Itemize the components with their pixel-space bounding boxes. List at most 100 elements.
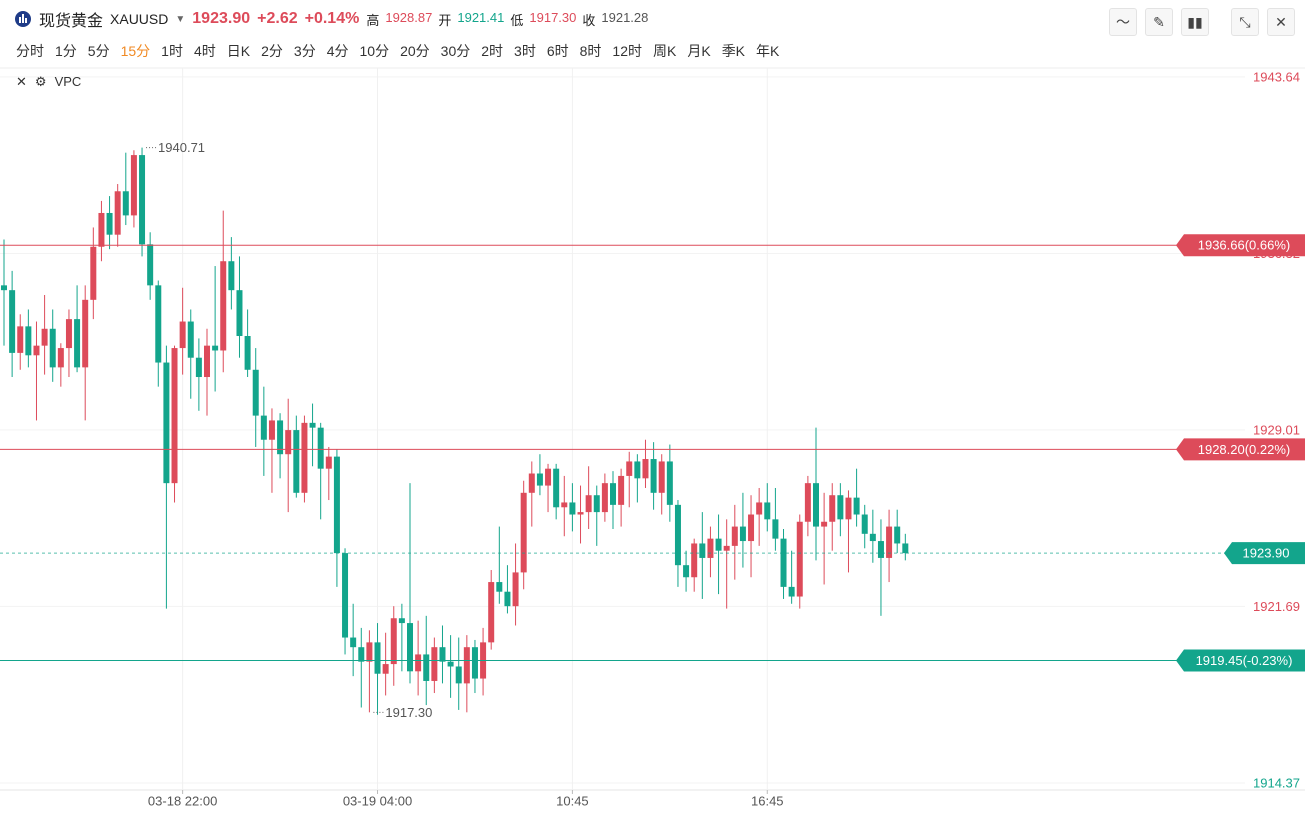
price: 1923.90 <box>192 10 251 27</box>
candle-body <box>658 461 665 493</box>
candle-body <box>82 299 89 368</box>
y-tick-label: 1914.37 <box>1253 775 1300 790</box>
period-tab[interactable]: 1时 <box>161 43 183 59</box>
candle-body <box>212 345 219 351</box>
symbol-icon <box>15 11 31 27</box>
period-tab[interactable]: 日K <box>226 43 251 59</box>
candle-body <box>342 553 349 638</box>
candle-body <box>366 642 373 662</box>
candle-body <box>585 495 592 513</box>
candle-body <box>845 497 852 520</box>
candle-body <box>439 647 446 662</box>
candle-body <box>139 155 146 245</box>
candle-body <box>187 321 194 358</box>
period-tab[interactable]: 分时 <box>16 43 44 59</box>
candle-body <box>707 538 714 558</box>
period-tab[interactable]: 3分 <box>293 43 316 59</box>
period-tab[interactable]: 4时 <box>193 43 216 59</box>
period-tab[interactable]: 6时 <box>546 43 569 59</box>
candle-body <box>528 473 535 493</box>
period-tab[interactable]: 30分 <box>440 43 471 59</box>
candle-body <box>350 637 357 648</box>
indicator-name: VPC <box>54 74 82 89</box>
candle-body <box>98 212 105 247</box>
stat-label: 开 <box>438 12 452 28</box>
candle-body <box>106 212 113 235</box>
period-tab[interactable]: 2时 <box>481 43 504 59</box>
stat-value: 1921.28 <box>601 9 649 25</box>
y-tick-label: 1921.69 <box>1253 599 1300 614</box>
candle-body <box>244 336 251 370</box>
candle-body <box>455 666 462 684</box>
candle-body <box>545 468 552 486</box>
period-tab[interactable]: 12时 <box>612 43 642 59</box>
settings-icon[interactable]: ⚙ <box>34 74 47 89</box>
candle-body <box>723 545 730 551</box>
annotation-label: 1917.30 <box>385 705 432 720</box>
period-tab[interactable]: 4分 <box>326 43 349 59</box>
candle-body <box>512 572 519 607</box>
x-tick-label: 16:45 <box>751 793 784 808</box>
candle-body <box>398 618 405 624</box>
annotation-label: 1940.71 <box>158 140 205 155</box>
candle-body <box>813 483 819 527</box>
period-tab[interactable]: 5分 <box>87 43 110 59</box>
stat-value: 1917.30 <box>529 9 577 25</box>
candle-body <box>260 415 267 440</box>
tool-close[interactable]: ✕ <box>1267 8 1295 36</box>
candle-body <box>601 483 608 513</box>
dropdown-arrow[interactable]: ▼ <box>175 13 186 25</box>
candle-body <box>471 647 478 679</box>
price-line-tag <box>1176 234 1305 257</box>
candle-body <box>285 430 292 455</box>
period-tab[interactable]: 年K <box>756 43 780 59</box>
price-line-label: 1919.45(-0.23%) <box>1196 653 1293 668</box>
period-tab[interactable]: 20分 <box>400 43 430 59</box>
period-tab[interactable]: 月K <box>687 43 711 59</box>
period-tab[interactable]: 2分 <box>261 43 283 59</box>
close-icon[interactable]: ✕ <box>16 74 27 89</box>
candle-body <box>861 514 868 534</box>
period-tab[interactable]: 10分 <box>359 43 390 59</box>
period-tab[interactable]: 8时 <box>579 43 602 59</box>
candle-body <box>9 290 16 353</box>
tool-shrink[interactable]: ⤡ <box>1231 8 1259 36</box>
toolbar: 〜 ✎ ▮▮ ⤡ ✕ <box>1109 8 1295 36</box>
candle-body <box>756 502 763 515</box>
period-tab[interactable]: 3时 <box>514 43 536 59</box>
candle-body <box>634 461 641 479</box>
candle-body <box>683 565 690 578</box>
candle-body <box>17 326 24 353</box>
candle-body <box>57 348 64 368</box>
candle-body <box>130 155 137 216</box>
period-tab[interactable]: 15分 <box>120 43 151 59</box>
candle-body <box>764 502 771 520</box>
tool-line[interactable]: 〜 <box>1109 8 1137 36</box>
period-tab[interactable]: 季K <box>721 43 746 59</box>
indicator-bar: ✕ ⚙ VPC <box>16 74 81 90</box>
candle-body <box>504 591 511 607</box>
candle-body <box>277 420 284 455</box>
period-tab[interactable]: 1分 <box>55 43 77 59</box>
x-tick-label: 03-19 04:00 <box>343 793 412 808</box>
candle-body <box>877 541 884 558</box>
candle-body <box>886 526 893 558</box>
stat-value: 1928.87 <box>385 9 433 25</box>
candle-body <box>577 512 584 515</box>
candle-body <box>252 369 259 416</box>
period-tab[interactable]: 周K <box>653 43 677 59</box>
candle-body <box>301 422 308 493</box>
candle-body <box>715 538 722 551</box>
y-tick-label: 1943.64 <box>1253 69 1300 84</box>
candle-body <box>325 456 332 469</box>
candle-body <box>894 526 901 544</box>
candle-body <box>520 492 527 573</box>
stat-label: 高 <box>366 12 380 28</box>
candle-body <box>829 495 836 522</box>
candle-body <box>122 191 129 216</box>
symbol-code[interactable]: XAUUSD <box>110 11 169 27</box>
tool-draw[interactable]: ✎ <box>1145 8 1173 36</box>
tool-candle[interactable]: ▮▮ <box>1181 8 1209 36</box>
candle-body <box>317 427 324 469</box>
candle-body <box>536 473 543 486</box>
